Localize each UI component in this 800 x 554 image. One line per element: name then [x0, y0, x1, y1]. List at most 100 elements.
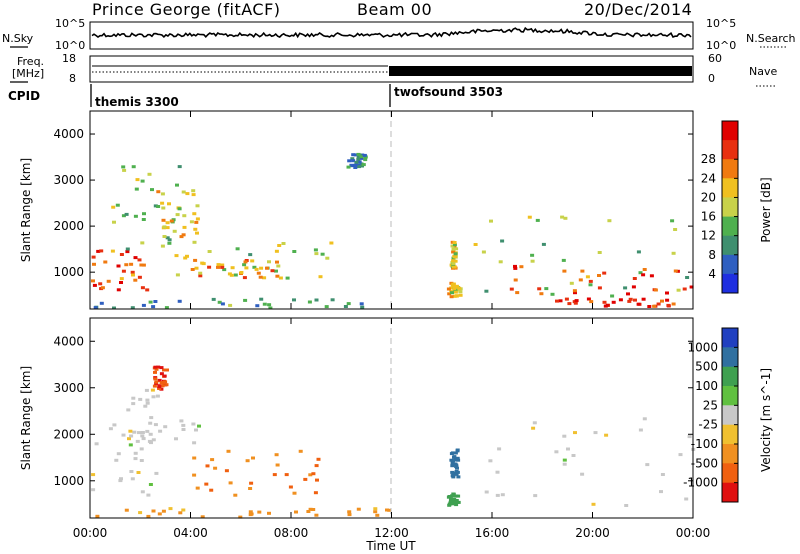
power-cell — [96, 249, 101, 253]
power-cell — [626, 292, 630, 296]
power-cell — [562, 269, 567, 273]
power-cell — [98, 282, 103, 286]
noise-right-tick-top: 10^5 — [706, 17, 736, 30]
power-cell — [653, 288, 658, 292]
cpid-program-1: twofsound 3503 — [394, 85, 503, 99]
power-cell — [665, 298, 670, 302]
power-cell — [457, 286, 462, 290]
power-cell — [453, 252, 458, 256]
velocity-cell — [533, 494, 538, 498]
power-cell — [318, 275, 323, 279]
power-cell — [489, 219, 493, 223]
velocity-cell — [687, 435, 692, 439]
velocity-cell — [580, 472, 585, 476]
x-tick-label: 12:00 — [374, 526, 409, 540]
power-cell — [359, 155, 364, 159]
velocity-cell — [311, 472, 316, 476]
power-cell — [175, 183, 179, 187]
velocity-cell — [272, 473, 277, 477]
power-cell — [169, 219, 174, 223]
velocity-cell — [531, 426, 536, 430]
power-cell — [189, 220, 194, 224]
velocity-cell — [449, 452, 454, 456]
velocity-cell — [455, 466, 459, 470]
velocity-colorbar-swatch — [722, 424, 738, 445]
power-cell — [314, 298, 319, 302]
power-cell — [177, 299, 182, 303]
velocity-cell — [456, 458, 461, 462]
velocity-cell — [373, 510, 378, 514]
power-cell — [119, 281, 123, 284]
power-cell — [451, 259, 456, 263]
power-cell — [481, 250, 486, 254]
power-cell — [360, 153, 365, 157]
velocity-ytick-label: 3000 — [53, 381, 84, 395]
velocity-cell — [210, 458, 215, 462]
velocity-cell — [127, 437, 131, 441]
power-region-8 — [449, 240, 459, 270]
power-cell — [140, 286, 145, 290]
power-cell — [181, 190, 186, 194]
power-cell — [452, 241, 457, 244]
power-cell — [665, 291, 669, 295]
power-cell — [165, 221, 170, 225]
velocity-cell — [91, 488, 96, 492]
velocity-region-6 — [449, 448, 461, 479]
power-cell — [673, 228, 678, 231]
velocity-cell — [313, 491, 318, 495]
velocity-region-7 — [484, 417, 696, 507]
power-region-9 — [473, 215, 690, 298]
power-cell — [550, 292, 555, 296]
velocity-cell — [138, 397, 143, 401]
power-cell — [192, 212, 197, 216]
velocity-cell — [140, 490, 145, 494]
velocity-cell — [385, 508, 389, 512]
velocity-cell — [456, 500, 461, 504]
power-cell — [256, 271, 261, 275]
power-cell — [99, 249, 104, 253]
velocity-cell — [660, 473, 665, 476]
velocity-cell — [571, 454, 576, 457]
noise-search-label: N.Search — [746, 32, 796, 45]
power-cell — [500, 239, 505, 243]
velocity-cell — [154, 367, 159, 371]
power-cell — [449, 286, 454, 290]
velocity-cell — [181, 423, 186, 427]
power-cell — [541, 242, 546, 246]
power-cell — [115, 203, 120, 207]
power-cell — [597, 286, 602, 290]
power-cell — [239, 271, 244, 274]
velocity-cell — [248, 487, 253, 490]
velocity-colorbar-tick-label: 100 — [695, 379, 718, 393]
power-cell — [509, 287, 514, 291]
power-cell — [535, 218, 540, 222]
power-cell — [633, 298, 637, 302]
velocity-cell — [251, 456, 255, 460]
power-colorbar-swatch — [722, 197, 738, 217]
power-cell — [172, 229, 177, 233]
velocity-cell — [160, 384, 165, 388]
power-cell — [198, 271, 203, 275]
power-cell — [244, 266, 249, 270]
power-cell — [131, 165, 136, 169]
velocity-cell — [347, 513, 352, 517]
velocity-cell — [162, 368, 166, 372]
velocity-cell — [168, 507, 173, 511]
noise-left-tick-bottom: 10^0 — [55, 39, 85, 52]
x-tick-label: 00:00 — [676, 526, 711, 540]
velocity-cell — [148, 421, 153, 425]
velocity-cell — [159, 387, 164, 391]
power-cell — [160, 201, 165, 205]
power-cell — [194, 266, 199, 270]
velocity-cell — [161, 381, 166, 385]
power-cell — [539, 292, 544, 296]
power-region-10 — [509, 264, 694, 296]
velocity-colorbar-swatch — [722, 347, 738, 368]
x-axis-label: Time UT — [365, 539, 416, 553]
power-cell — [100, 286, 105, 290]
velocity-cell — [195, 486, 200, 490]
velocity-cell — [484, 490, 489, 494]
power-cell — [454, 284, 459, 288]
velocity-cell — [248, 510, 253, 514]
power-cell — [134, 187, 139, 191]
